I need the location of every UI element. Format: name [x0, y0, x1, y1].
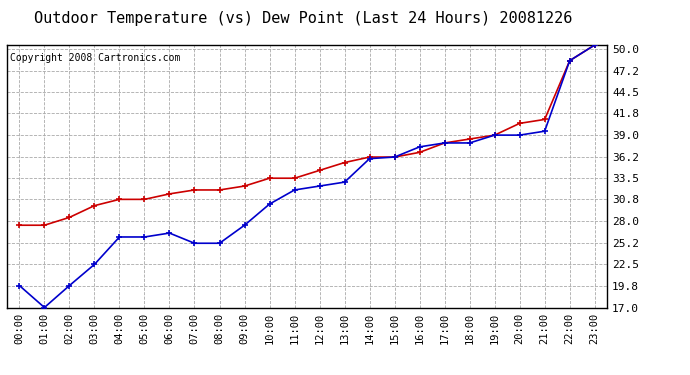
Text: Outdoor Temperature (vs) Dew Point (Last 24 Hours) 20081226: Outdoor Temperature (vs) Dew Point (Last…	[34, 11, 573, 26]
Text: Copyright 2008 Cartronics.com: Copyright 2008 Cartronics.com	[10, 53, 180, 63]
